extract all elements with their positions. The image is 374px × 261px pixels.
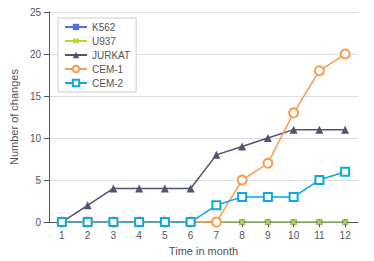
svg-text:0: 0 (35, 217, 41, 228)
svg-text:11: 11 (314, 230, 325, 241)
svg-text:5: 5 (162, 230, 168, 241)
svg-text:25: 25 (30, 7, 42, 18)
svg-text:4: 4 (136, 230, 142, 241)
svg-text:8: 8 (239, 230, 245, 241)
svg-text:K562: K562 (92, 22, 116, 33)
svg-text:7: 7 (214, 230, 220, 241)
svg-text:U937: U937 (92, 36, 116, 47)
svg-text:12: 12 (340, 230, 352, 241)
svg-text:20: 20 (30, 49, 42, 60)
svg-text:2: 2 (85, 230, 91, 241)
svg-text:CEM-1: CEM-1 (92, 64, 124, 75)
svg-text:CEM-2: CEM-2 (92, 78, 124, 89)
svg-text:6: 6 (188, 230, 194, 241)
svg-text:15: 15 (30, 91, 42, 102)
svg-text:10: 10 (288, 230, 300, 241)
svg-text:5: 5 (35, 175, 41, 186)
svg-text:Number of changes: Number of changes (8, 69, 20, 165)
svg-text:10: 10 (30, 133, 42, 144)
svg-text:3: 3 (111, 230, 117, 241)
svg-text:JURKAT: JURKAT (92, 50, 130, 61)
svg-text:1: 1 (59, 230, 65, 241)
svg-text:9: 9 (265, 230, 271, 241)
svg-text:Time in month: Time in month (169, 245, 238, 257)
